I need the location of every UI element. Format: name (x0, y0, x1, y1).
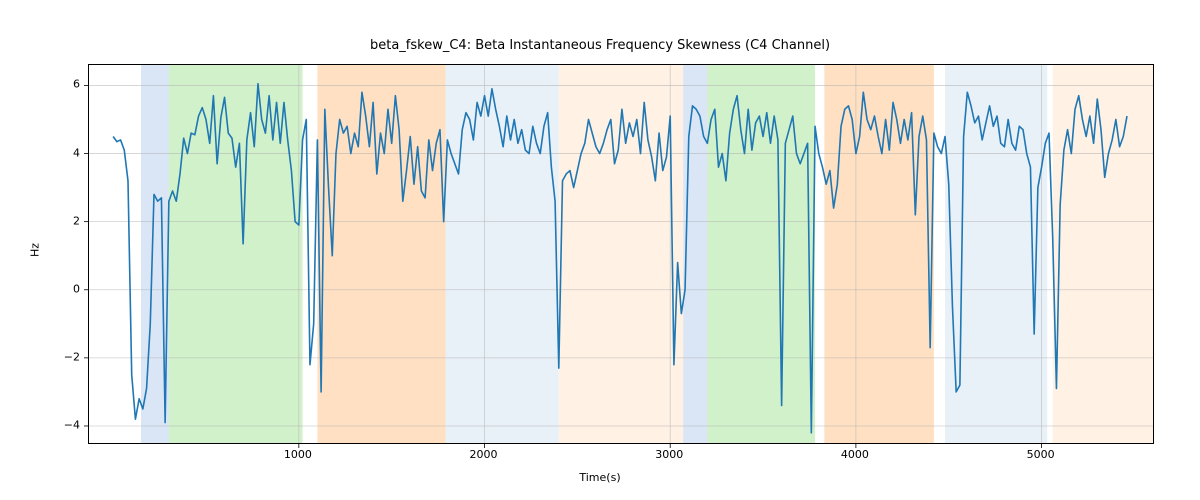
chart-title: beta_fskew_C4: Beta Instantaneous Freque… (0, 38, 1200, 53)
shaded-region (707, 65, 815, 443)
plot-area (88, 64, 1154, 444)
shaded-region (317, 65, 445, 443)
shaded-region (824, 65, 934, 443)
shaded-region (1053, 65, 1153, 443)
y-tick-label: −2 (64, 350, 80, 363)
shaded-region (683, 65, 707, 443)
chart-container: beta_fskew_C4: Beta Instantaneous Freque… (0, 0, 1200, 500)
y-tick-label: 0 (73, 282, 80, 295)
y-axis-label: Hz (29, 243, 42, 257)
x-axis-label: Time(s) (0, 471, 1200, 484)
y-tick-label: 2 (73, 214, 80, 227)
y-tick-label: 6 (73, 78, 80, 91)
y-tick-label: 4 (73, 146, 80, 159)
shaded-region (446, 65, 559, 443)
x-tick-label: 5000 (1027, 448, 1055, 461)
x-tick-label: 2000 (470, 448, 498, 461)
y-tick-label: −4 (64, 418, 80, 431)
x-tick-label: 4000 (841, 448, 869, 461)
x-tick-label: 3000 (655, 448, 683, 461)
plot-svg (89, 65, 1153, 443)
x-tick-label: 1000 (284, 448, 312, 461)
